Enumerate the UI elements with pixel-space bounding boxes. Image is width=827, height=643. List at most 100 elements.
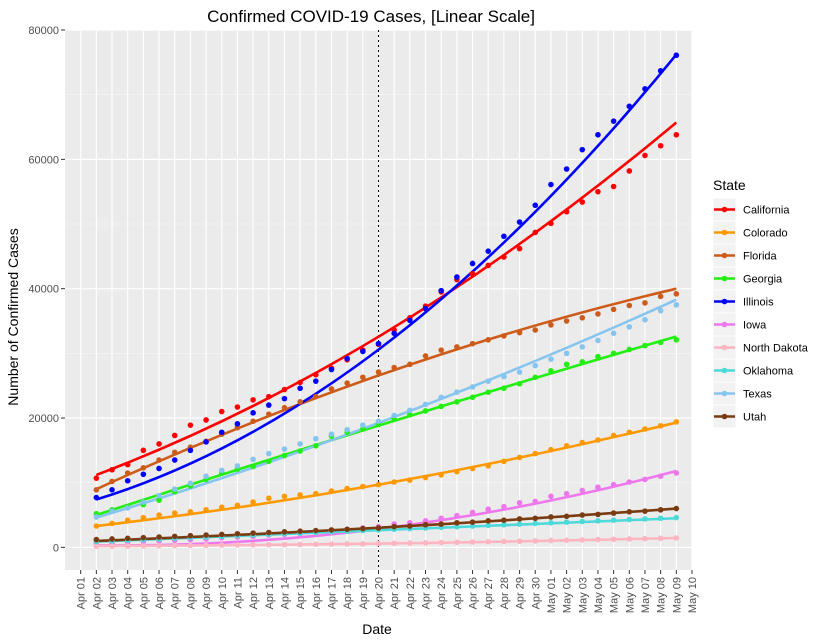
point-utah: [532, 515, 539, 522]
point-florida: [579, 314, 586, 321]
point-texas: [265, 450, 272, 457]
point-oklahoma: [642, 516, 648, 522]
x-tick-label: Apr 04: [123, 577, 135, 609]
point-georgia: [579, 358, 586, 365]
x-tick-label: Apr 26: [468, 577, 480, 609]
legend-point-north-dakota: [721, 344, 728, 351]
point-utah: [548, 514, 554, 520]
point-texas: [109, 508, 115, 514]
point-california: [156, 441, 162, 447]
point-texas: [344, 426, 350, 433]
legend-point-florida: [721, 252, 728, 259]
point-colorado: [579, 439, 586, 446]
point-oklahoma: [516, 521, 523, 527]
point-utah: [328, 527, 335, 533]
point-iowa: [673, 470, 680, 476]
point-california: [501, 254, 507, 260]
point-colorado: [313, 490, 319, 497]
point-colorado: [626, 429, 633, 436]
legend-label-oklahoma: Oklahoma: [743, 366, 794, 378]
x-tick-label: May 02: [562, 577, 574, 613]
point-oklahoma: [595, 518, 601, 524]
point-utah: [265, 529, 272, 536]
point-oklahoma: [485, 522, 492, 529]
point-florida: [328, 386, 335, 392]
point-georgia: [516, 380, 523, 387]
point-california: [313, 371, 319, 378]
point-florida: [642, 300, 648, 306]
point-texas: [548, 356, 554, 362]
x-tick-label: Apr 20: [374, 577, 386, 609]
point-california: [532, 229, 539, 236]
legend-point-oklahoma: [721, 367, 728, 374]
point-illinois: [407, 317, 413, 324]
point-georgia: [532, 374, 539, 381]
point-north-dakota: [250, 542, 256, 548]
point-illinois: [344, 355, 350, 362]
point-california: [563, 208, 570, 215]
y-tick-label: 40000: [28, 284, 59, 296]
point-illinois: [360, 348, 366, 355]
y-tick-label: 80000: [28, 25, 59, 37]
point-utah: [187, 532, 194, 539]
point-illinois: [218, 429, 225, 436]
y-tick-label: 20000: [28, 413, 59, 425]
legend-point-georgia: [721, 275, 728, 282]
point-georgia: [610, 350, 617, 357]
point-florida: [93, 487, 100, 493]
legend-point-california: [721, 206, 728, 213]
x-tick-label: Apr 03: [107, 577, 119, 609]
point-florida: [595, 311, 601, 317]
point-texas: [485, 378, 492, 384]
point-utah: [313, 527, 319, 534]
point-colorado: [501, 458, 507, 465]
x-tick-label: Apr 30: [530, 577, 542, 609]
point-illinois: [579, 146, 586, 153]
point-colorado: [203, 507, 209, 513]
x-tick-label: Apr 22: [405, 577, 417, 609]
point-oklahoma: [454, 523, 460, 530]
point-colorado: [516, 454, 523, 461]
point-florida: [501, 333, 507, 339]
point-utah: [501, 517, 507, 524]
point-florida: [438, 347, 445, 353]
point-north-dakota: [203, 542, 209, 549]
x-tick-label: Apr 08: [185, 577, 197, 609]
fit-line-california: [95, 121, 678, 477]
point-colorado: [657, 422, 664, 429]
point-utah: [375, 525, 382, 531]
point-north-dakota: [501, 538, 507, 545]
point-georgia: [626, 346, 633, 353]
point-texas: [563, 350, 570, 357]
x-tick-label: May 06: [624, 577, 636, 613]
point-illinois: [657, 67, 664, 74]
x-tick-label: Apr 21: [389, 577, 401, 609]
point-texas: [187, 480, 194, 487]
legend-label-north-dakota: North Dakota: [743, 343, 809, 355]
point-florida: [469, 340, 476, 347]
point-illinois: [501, 233, 507, 240]
point-illinois: [297, 385, 303, 392]
point-georgia: [563, 361, 570, 368]
point-texas: [281, 446, 288, 452]
point-florida: [516, 329, 523, 336]
point-georgia: [297, 448, 303, 454]
point-georgia: [595, 353, 601, 360]
x-tick-label: May 10: [687, 577, 699, 613]
point-oklahoma: [657, 515, 664, 522]
x-tick-label: Apr 27: [483, 577, 495, 609]
point-oklahoma: [610, 517, 617, 524]
point-texas: [375, 418, 382, 425]
point-utah: [454, 519, 460, 526]
fit-line-texas: [95, 298, 677, 519]
legend-point-iowa: [721, 321, 728, 328]
point-georgia: [391, 416, 397, 423]
point-north-dakota: [642, 535, 648, 542]
point-georgia: [657, 339, 664, 346]
point-illinois: [313, 378, 319, 384]
point-illinois: [375, 340, 382, 347]
legend-label-colorado: Colorado: [743, 228, 788, 240]
x-axis-title: Date: [362, 621, 392, 637]
x-tick-label: Apr 19: [358, 577, 370, 609]
point-california: [297, 379, 303, 386]
